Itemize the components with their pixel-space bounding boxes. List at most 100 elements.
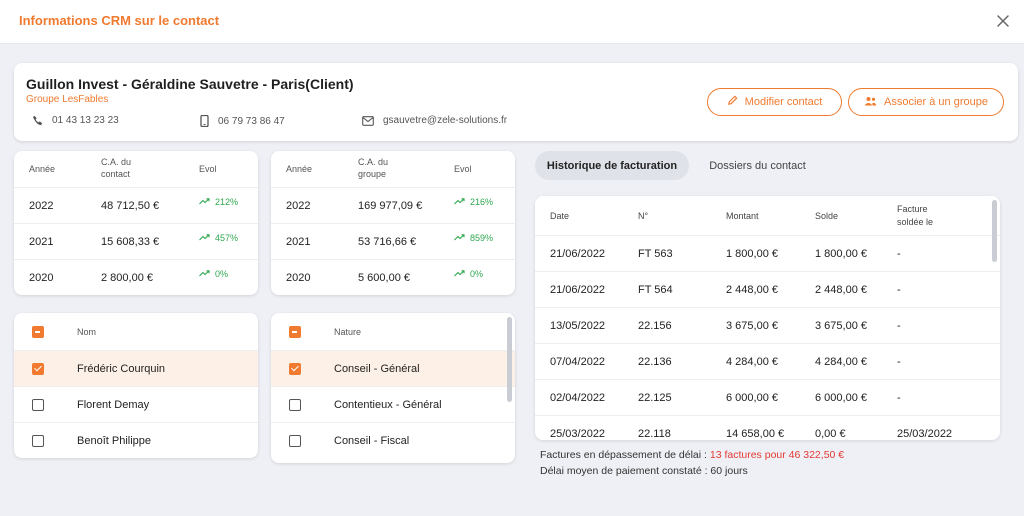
associate-group-button[interactable]: Associer à un groupe bbox=[848, 88, 1004, 116]
header-paid-date: Facture soldée le bbox=[897, 203, 933, 229]
natures-checklist: Nature Conseil - Général Contentieux - G… bbox=[271, 313, 515, 463]
list-item[interactable]: Florent Demay bbox=[14, 386, 258, 422]
row-checkbox[interactable] bbox=[32, 435, 44, 447]
contact-mobile: 06 79 73 86 47 bbox=[200, 115, 285, 127]
ca-cell: 169 977,09 € bbox=[358, 200, 423, 212]
modal-title: Informations CRM sur le contact bbox=[19, 13, 220, 28]
header-evol: Evol bbox=[454, 164, 472, 174]
amount-cell: 3 675,00 € bbox=[726, 320, 778, 332]
mail-icon bbox=[362, 115, 374, 126]
header-balance: Solde bbox=[815, 211, 839, 221]
balance-cell: 4 284,00 € bbox=[815, 356, 867, 368]
year-cell: 2022 bbox=[29, 200, 54, 212]
header-nom: Nom bbox=[77, 327, 97, 337]
table-row: 2022 48 712,50 € 212% bbox=[14, 187, 258, 223]
name-label: Benoît Philippe bbox=[77, 435, 151, 447]
year-cell: 2020 bbox=[29, 272, 54, 284]
pencil-icon bbox=[727, 95, 738, 109]
evol-cell: 457% bbox=[199, 233, 238, 243]
scrollbar[interactable] bbox=[507, 317, 512, 402]
phone-icon bbox=[32, 115, 43, 126]
select-all-checkbox[interactable] bbox=[289, 326, 301, 338]
table-row: 2020 2 800,00 € 0% bbox=[14, 259, 258, 295]
year-cell: 2021 bbox=[29, 236, 54, 248]
balance-cell: 2 448,00 € bbox=[815, 284, 867, 296]
paid-date-cell: - bbox=[897, 248, 901, 260]
trending-up-icon bbox=[454, 197, 465, 207]
balance-cell: 3 675,00 € bbox=[815, 320, 867, 332]
evol-cell: 859% bbox=[454, 233, 493, 243]
modify-contact-button[interactable]: Modifier contact bbox=[707, 88, 842, 116]
contact-name: Guillon Invest - Géraldine Sauvetre - Pa… bbox=[26, 76, 354, 92]
scrollbar[interactable] bbox=[992, 200, 997, 262]
table-row[interactable]: 21/06/2022 FT 564 2 448,00 € 2 448,00 € … bbox=[535, 271, 1000, 307]
tab-billing-history[interactable]: Historique de facturation bbox=[535, 151, 689, 180]
paid-date-cell: - bbox=[897, 392, 901, 404]
trending-up-icon bbox=[199, 233, 210, 243]
evol-value: 216% bbox=[470, 197, 494, 207]
tab-contact-files[interactable]: Dossiers du contact bbox=[709, 159, 806, 172]
evol-cell: 0% bbox=[199, 269, 228, 279]
row-checkbox[interactable] bbox=[289, 399, 301, 411]
balance-cell: 0,00 € bbox=[815, 428, 846, 440]
evol-cell: 0% bbox=[454, 269, 483, 279]
name-label: Frédéric Courquin bbox=[77, 363, 166, 375]
nature-label: Conseil - Fiscal bbox=[334, 435, 410, 447]
list-item[interactable]: Conseil - Fiscal bbox=[271, 422, 515, 458]
table-row: 2021 53 716,66 € 859% bbox=[271, 223, 515, 259]
date-cell: 21/06/2022 bbox=[550, 248, 606, 260]
year-cell: 2022 bbox=[286, 200, 311, 212]
amount-cell: 2 448,00 € bbox=[726, 284, 778, 296]
list-item[interactable]: Benoît Philippe bbox=[14, 422, 258, 458]
evol-value: 0% bbox=[470, 269, 484, 279]
date-cell: 21/06/2022 bbox=[550, 284, 606, 296]
table-row[interactable]: 02/04/2022 22.125 6 000,00 € 6 000,00 € … bbox=[535, 379, 1000, 415]
header-year: Année bbox=[29, 164, 56, 174]
trending-up-icon bbox=[199, 269, 210, 279]
evol-cell: 212% bbox=[199, 197, 238, 207]
avg-delay-text: Délai moyen de paiement constaté : 60 jo… bbox=[540, 465, 748, 477]
year-cell: 2021 bbox=[286, 236, 311, 248]
list-item[interactable]: Conseil - Général bbox=[271, 350, 515, 386]
contact-group-link[interactable]: Groupe LesFables bbox=[26, 94, 109, 105]
paid-date-cell: - bbox=[897, 284, 901, 296]
row-checkbox[interactable] bbox=[32, 363, 44, 375]
table-row: 2020 5 600,00 € 0% bbox=[271, 259, 515, 295]
list-item[interactable]: Contentieux - Général bbox=[271, 386, 515, 422]
header-evol: Evol bbox=[199, 164, 217, 174]
evol-value: 0% bbox=[215, 269, 229, 279]
table-row[interactable]: 21/06/2022 FT 563 1 800,00 € 1 800,00 € … bbox=[535, 235, 1000, 271]
table-row[interactable]: 07/04/2022 22.136 4 284,00 € 4 284,00 € … bbox=[535, 343, 1000, 379]
users-icon bbox=[864, 96, 877, 109]
balance-cell: 6 000,00 € bbox=[815, 392, 867, 404]
header-year: Année bbox=[286, 164, 313, 174]
header-number: N° bbox=[638, 211, 649, 221]
header-amount: Montant bbox=[726, 211, 759, 221]
list-item[interactable]: Frédéric Courquin bbox=[14, 350, 258, 386]
ca-cell: 5 600,00 € bbox=[358, 272, 410, 284]
evol-value: 212% bbox=[215, 197, 239, 207]
row-checkbox[interactable] bbox=[289, 363, 301, 375]
header-ca-groupe: C.A. du groupe bbox=[358, 157, 389, 179]
amount-cell: 14 658,00 € bbox=[726, 428, 785, 440]
evol-value: 859% bbox=[470, 233, 494, 243]
number-cell: 22.136 bbox=[638, 356, 672, 368]
overdue-label: Factures en dépassement de délai : bbox=[540, 449, 710, 461]
row-checkbox[interactable] bbox=[289, 435, 301, 447]
amount-cell: 4 284,00 € bbox=[726, 356, 778, 368]
table-row: 2022 169 977,09 € 216% bbox=[271, 187, 515, 223]
table-row[interactable]: 13/05/2022 22.156 3 675,00 € 3 675,00 € … bbox=[535, 307, 1000, 343]
evol-cell: 216% bbox=[454, 197, 493, 207]
number-cell: 22.118 bbox=[638, 428, 671, 440]
table-row[interactable]: 25/03/2022 22.118 14 658,00 € 0,00 € 25/… bbox=[535, 415, 1000, 440]
contact-card: Guillon Invest - Géraldine Sauvetre - Pa… bbox=[14, 63, 1018, 141]
select-all-checkbox[interactable] bbox=[32, 326, 44, 338]
row-checkbox[interactable] bbox=[32, 399, 44, 411]
modal-header: Informations CRM sur le contact bbox=[0, 0, 1024, 44]
ca-cell: 15 608,33 € bbox=[101, 236, 160, 248]
balance-cell: 1 800,00 € bbox=[815, 248, 867, 260]
ca-cell: 48 712,50 € bbox=[101, 200, 160, 212]
number-cell: FT 563 bbox=[638, 248, 673, 260]
close-icon[interactable] bbox=[992, 10, 1014, 32]
contact-email: gsauvetre@zele-solutions.fr bbox=[362, 115, 507, 126]
